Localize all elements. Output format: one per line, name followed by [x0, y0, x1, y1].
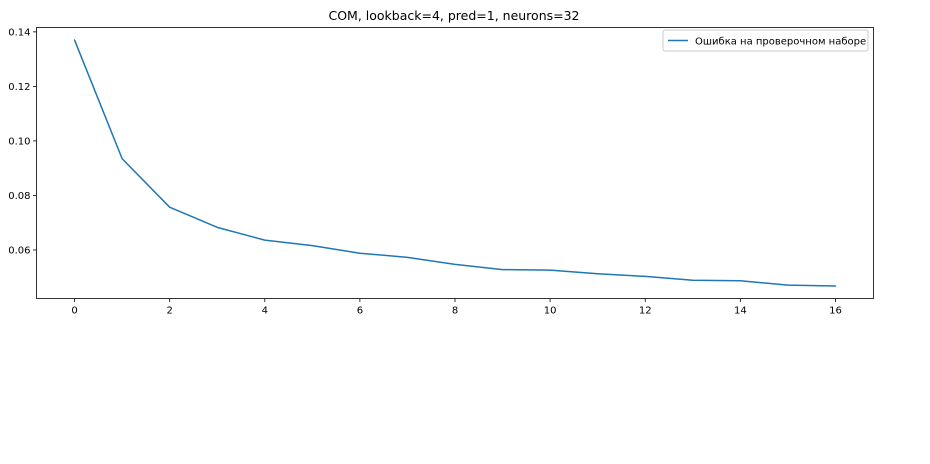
axes: 0 2 4 6 8 10 12 14 16 0.06 0.08 0.10 0.12 0.14: [8, 27, 873, 316]
y-tick-label: 0.08: [8, 191, 30, 202]
x-tick-label: 12: [639, 306, 652, 317]
chart-title: СОМ, lookback=4, pred=1, neurons=32: [328, 8, 579, 23]
x-tick-label: 14: [734, 306, 747, 317]
plot-frame: [37, 28, 874, 299]
x-tick-label: 0: [71, 306, 77, 317]
x-tick-label: 2: [166, 306, 172, 317]
x-tick-label: 16: [829, 306, 842, 317]
legend-label: Ошибка на проверочном наборе: [695, 37, 866, 48]
x-tick-label: 8: [452, 306, 458, 317]
x-tick-label: 4: [262, 306, 268, 317]
x-tick-label: 6: [357, 306, 363, 317]
y-tick-label: 0.14: [8, 27, 30, 38]
series-line: [75, 40, 836, 286]
y-tick-label: 0.06: [8, 245, 30, 256]
y-tick-label: 0.10: [8, 136, 30, 147]
y-tick-label: 0.12: [8, 82, 30, 93]
legend: Ошибка на проверочном наборе: [663, 30, 868, 51]
series-layer: [75, 40, 836, 286]
x-tick-label: 10: [544, 306, 557, 317]
